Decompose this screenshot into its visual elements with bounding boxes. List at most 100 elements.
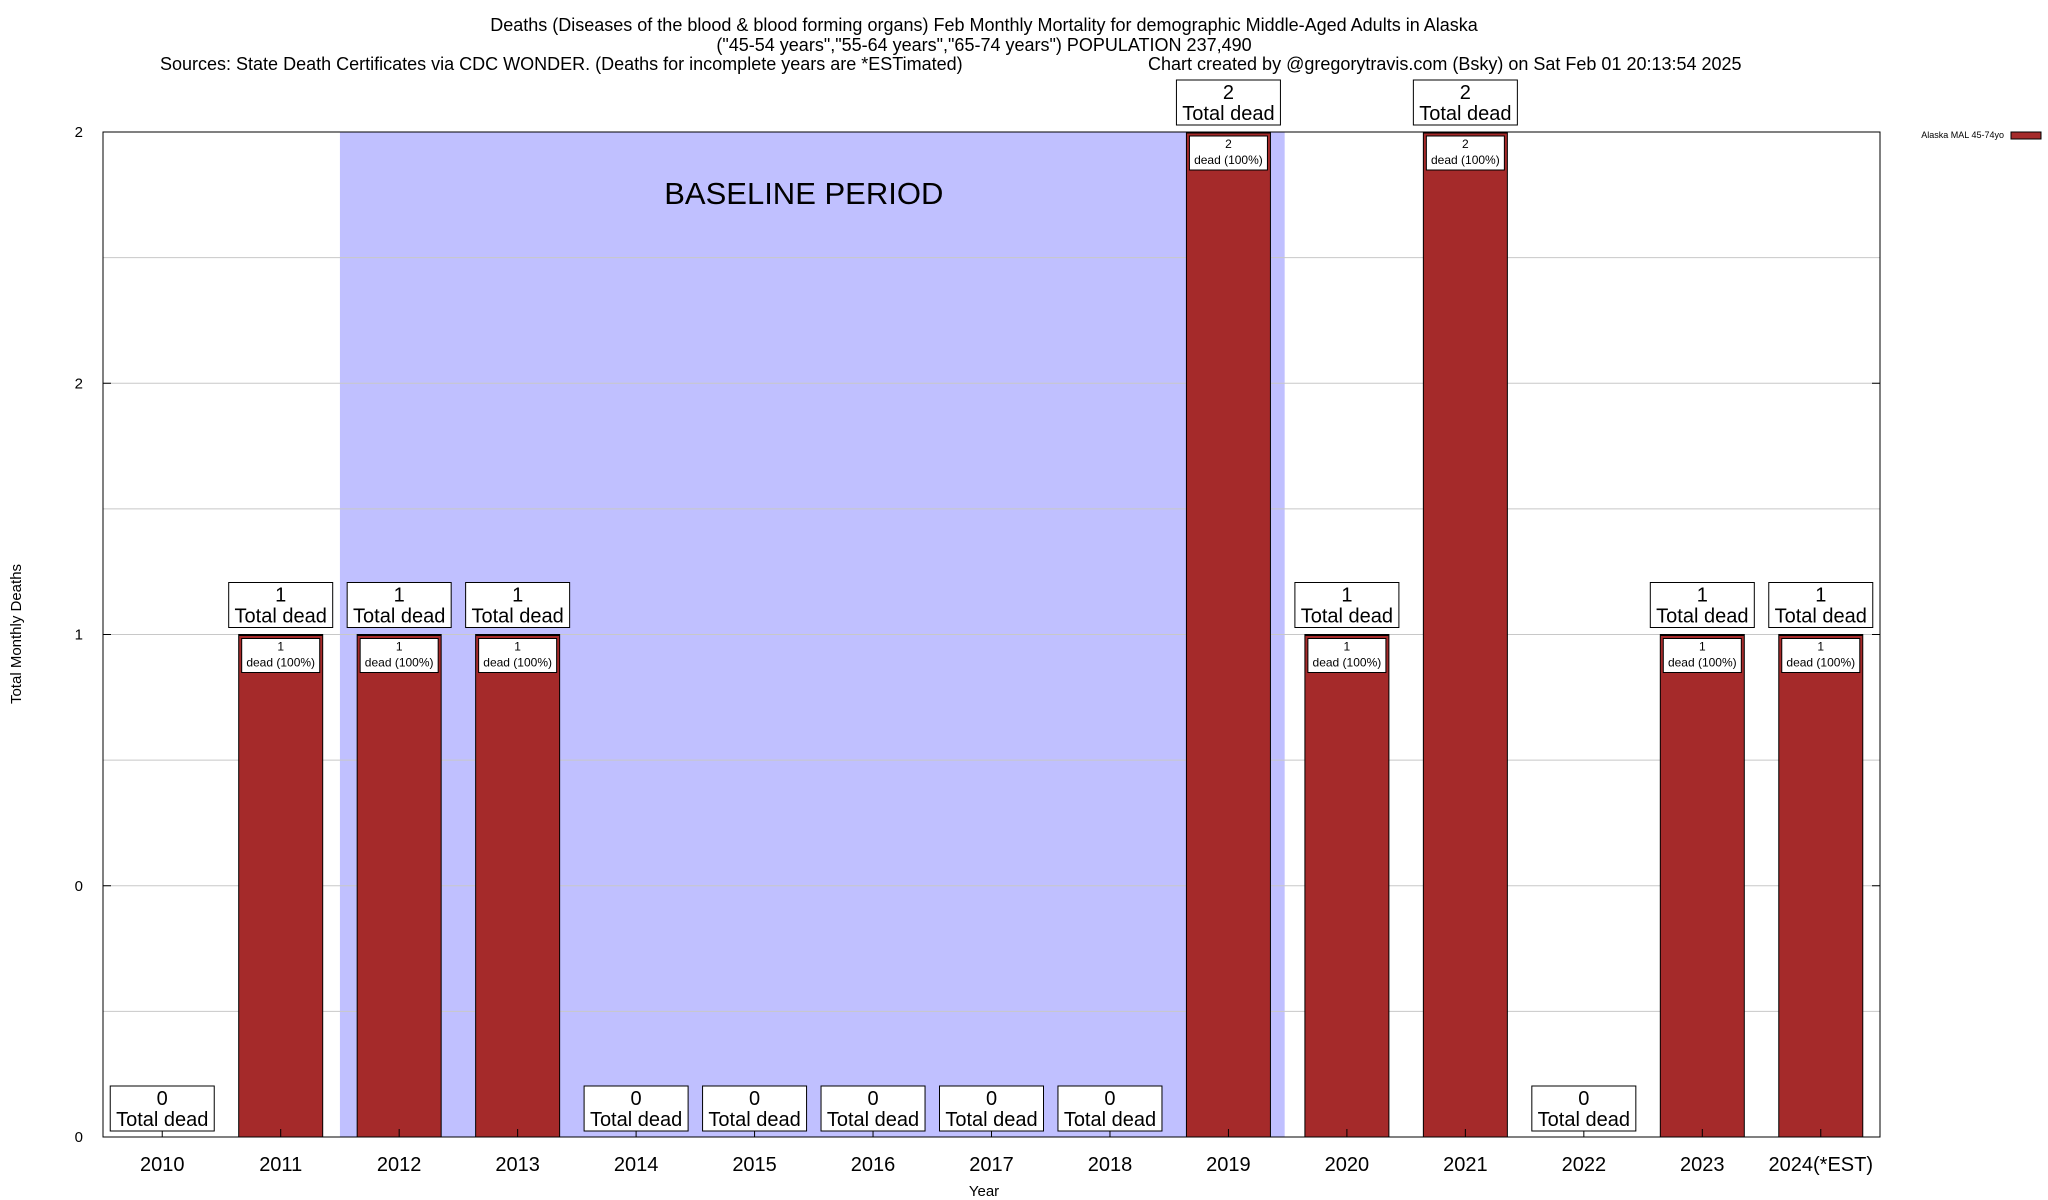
bar-inner-percent: dead (100%) [1313, 656, 1382, 670]
baseline-period-label: BASELINE PERIOD [664, 176, 943, 211]
chart-title-line-1: Deaths (Diseases of the blood & blood fo… [490, 15, 1478, 35]
total-label-text: Total dead [116, 1109, 208, 1131]
total-label-text: Total dead [945, 1109, 1037, 1131]
total-label-text: Total dead [1419, 103, 1511, 125]
total-label-box [583, 1085, 689, 1132]
chart-sources: Sources: State Death Certificates via CD… [160, 54, 963, 74]
total-label-count: 1 [1697, 585, 1708, 607]
total-label-text: Total dead [1182, 103, 1274, 125]
bar-inner-label-box [241, 638, 321, 673]
x-tick-label: 2018 [1088, 1154, 1133, 1176]
total-label-count: 0 [749, 1088, 760, 1110]
y-axis-label: Total Monthly Deaths [8, 564, 25, 704]
total-label-box [702, 1085, 808, 1132]
bar[interactable] [1422, 131, 1508, 1138]
x-tick-label: 2022 [1562, 1154, 1607, 1176]
total-label-box [939, 1085, 1044, 1132]
total-label-box [1649, 582, 1755, 628]
total-label-count: 1 [1815, 585, 1826, 607]
bar-inner-percent: dead (100%) [246, 656, 315, 670]
x-tick-label: 2023 [1680, 1154, 1725, 1176]
bar-inner-percent: dead (100%) [1194, 153, 1263, 167]
bar-inner-count: 1 [1817, 640, 1824, 654]
total-label-box [109, 1085, 215, 1132]
bar-inner-label-box [359, 638, 439, 673]
y-tick-label: 0 [75, 878, 83, 895]
bar-inner-percent: dead (100%) [365, 656, 434, 670]
bar-inner-percent: dead (100%) [1786, 656, 1855, 670]
total-label-text: Total dead [590, 1109, 682, 1131]
legend-entry-label: Alaska MAL 45-74yo [1921, 130, 2004, 140]
total-label-box [1175, 79, 1281, 126]
bar[interactable] [1185, 131, 1271, 1138]
x-tick-label: 2016 [851, 1154, 896, 1176]
bar-inner-count: 1 [514, 640, 521, 654]
bar[interactable] [1304, 634, 1390, 1138]
total-label-box [1412, 79, 1518, 126]
bar[interactable] [475, 634, 561, 1138]
bar[interactable] [356, 634, 442, 1138]
legend: Alaska MAL 45-74yo [1921, 130, 2042, 140]
bar[interactable] [1659, 634, 1745, 1138]
bar-inner-count: 2 [1225, 137, 1232, 151]
bar[interactable] [238, 634, 324, 1138]
bar-inner-label-box [1781, 638, 1861, 673]
y-tick-label: 2 [75, 375, 83, 392]
bar-inner-label-box [1188, 135, 1268, 171]
total-label-count: 0 [986, 1088, 997, 1110]
total-label-box [346, 582, 452, 628]
bar-inner-count: 1 [1344, 640, 1351, 654]
bar-inner-label-box [1425, 135, 1505, 171]
y-tick-label: 2 [75, 124, 83, 141]
x-tick-label: 2015 [732, 1154, 777, 1176]
bar-inner-label-box [1662, 638, 1742, 673]
total-label-text: Total dead [1538, 1109, 1630, 1131]
total-label-count: 0 [1104, 1088, 1115, 1110]
total-label-count: 2 [1223, 82, 1234, 104]
total-label-text: Total dead [708, 1109, 800, 1131]
total-label-box [1531, 1085, 1637, 1132]
total-label-text: Total dead [1301, 606, 1393, 628]
y-tick-label: 0 [75, 1129, 83, 1146]
total-label-count: 1 [512, 585, 523, 607]
bar-inner-label-box [478, 638, 558, 673]
x-tick-label: 2011 [259, 1154, 302, 1176]
total-label-text: Total dead [235, 606, 327, 628]
bar-inner-count: 1 [277, 640, 284, 654]
bar-inner-count: 1 [396, 640, 403, 654]
x-tick-label: 2020 [1325, 1154, 1370, 1176]
x-tick-label: 2014 [614, 1154, 659, 1176]
x-tick-label: 2012 [377, 1154, 422, 1176]
x-tick-label: 2017 [969, 1154, 1014, 1176]
total-label-box [820, 1085, 926, 1132]
total-label-text: Total dead [1064, 1109, 1156, 1131]
bar-inner-label-box [1307, 638, 1387, 673]
x-tick-label: 2010 [140, 1154, 185, 1176]
x-tick-label: 2024(*EST) [1769, 1154, 1874, 1176]
chart-credit: Chart created by @gregorytravis.com (Bsk… [1148, 54, 1742, 74]
total-label-text: Total dead [1775, 606, 1867, 628]
x-tick-label: 2013 [495, 1154, 540, 1176]
bar-inner-count: 2 [1462, 137, 1469, 151]
total-label-count: 0 [1578, 1088, 1589, 1110]
bar-inner-percent: dead (100%) [1668, 656, 1737, 670]
total-label-text: Total dead [471, 606, 563, 628]
total-label-box [465, 582, 571, 628]
total-label-text: Total dead [353, 606, 445, 628]
legend-swatch [2010, 131, 2042, 140]
total-label-count: 1 [394, 585, 405, 607]
total-label-box [1057, 1085, 1163, 1132]
total-label-count: 1 [275, 585, 286, 607]
total-label-count: 1 [1341, 585, 1352, 607]
total-label-box [228, 582, 334, 628]
x-axis-label: Year [969, 1183, 999, 1200]
chart-title-line-2: ("45-54 years","55-64 years","65-74 year… [716, 35, 1251, 55]
bar-inner-percent: dead (100%) [483, 656, 552, 670]
total-label-text: Total dead [827, 1109, 919, 1131]
x-tick-label: 2019 [1206, 1154, 1251, 1176]
total-label-box [1768, 582, 1874, 628]
total-label-count: 0 [867, 1088, 878, 1110]
total-label-count: 0 [631, 1088, 642, 1110]
bar[interactable] [1778, 634, 1864, 1138]
